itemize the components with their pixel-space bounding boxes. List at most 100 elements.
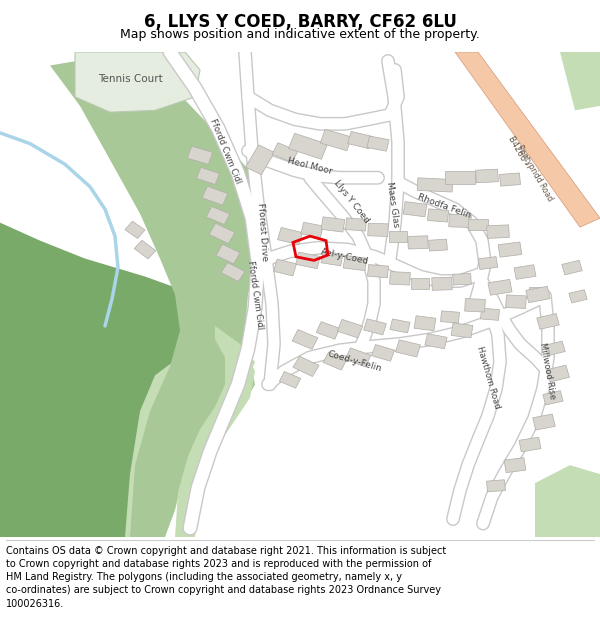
- Bar: [425, 334, 447, 349]
- Bar: [316, 322, 340, 339]
- Bar: [476, 169, 499, 182]
- Bar: [499, 173, 521, 186]
- Bar: [343, 256, 367, 271]
- Bar: [526, 286, 550, 302]
- Bar: [389, 231, 407, 241]
- Bar: [498, 242, 522, 258]
- Polygon shape: [0, 52, 215, 537]
- Text: B4266 -: B4266 -: [506, 134, 530, 168]
- Bar: [202, 186, 228, 205]
- Text: Fforest Drive: Fforest Drive: [256, 202, 269, 261]
- Bar: [371, 344, 395, 361]
- Bar: [506, 295, 526, 308]
- Text: 6, LLYS Y COED, BARRY, CF62 6LU: 6, LLYS Y COED, BARRY, CF62 6LU: [143, 13, 457, 31]
- Bar: [216, 244, 240, 264]
- Bar: [390, 319, 410, 333]
- Bar: [278, 228, 302, 245]
- Bar: [411, 278, 429, 289]
- Polygon shape: [50, 52, 265, 537]
- Bar: [488, 279, 512, 295]
- Text: Rhodfa Felin: Rhodfa Felin: [416, 192, 472, 220]
- Bar: [428, 239, 448, 251]
- Bar: [481, 308, 499, 321]
- Text: Heol Moor: Heol Moor: [287, 156, 334, 176]
- Polygon shape: [0, 52, 255, 537]
- Bar: [468, 219, 488, 230]
- Bar: [301, 222, 323, 238]
- Text: Contains OS data © Crown copyright and database right 2021. This information is : Contains OS data © Crown copyright and d…: [6, 546, 446, 609]
- Bar: [364, 319, 386, 335]
- Bar: [245, 145, 275, 174]
- Bar: [449, 214, 471, 228]
- Bar: [345, 348, 371, 367]
- Bar: [464, 299, 485, 312]
- Bar: [514, 265, 536, 279]
- Bar: [487, 480, 505, 492]
- Bar: [206, 206, 230, 224]
- Text: Maes Glas: Maes Glas: [385, 181, 401, 228]
- Bar: [451, 323, 473, 338]
- Bar: [487, 225, 509, 238]
- Text: Ael-y-Coed: Ael-y-Coed: [320, 248, 370, 266]
- Bar: [280, 371, 301, 388]
- Text: Hawthorn Road: Hawthorn Road: [475, 345, 501, 409]
- Bar: [543, 391, 563, 405]
- Bar: [562, 260, 582, 275]
- Bar: [547, 365, 569, 382]
- Bar: [296, 252, 320, 269]
- Bar: [346, 218, 367, 231]
- Bar: [403, 202, 427, 217]
- Bar: [445, 171, 475, 184]
- Bar: [408, 236, 428, 249]
- Bar: [395, 340, 421, 357]
- Polygon shape: [560, 52, 600, 111]
- Polygon shape: [175, 326, 255, 537]
- Bar: [389, 272, 410, 285]
- Bar: [367, 264, 389, 278]
- Bar: [289, 133, 328, 159]
- Text: Map shows position and indicative extent of the property.: Map shows position and indicative extent…: [120, 28, 480, 41]
- Text: Llys Y Coed: Llys Y Coed: [332, 179, 371, 225]
- Bar: [347, 131, 373, 149]
- Bar: [274, 259, 296, 276]
- Text: Millwood Rise: Millwood Rise: [538, 342, 556, 400]
- Bar: [427, 209, 449, 222]
- Bar: [209, 223, 235, 244]
- Bar: [478, 257, 498, 269]
- Bar: [134, 240, 156, 259]
- Bar: [321, 251, 343, 266]
- Bar: [414, 316, 436, 331]
- Polygon shape: [535, 465, 600, 537]
- Text: Tennis Court: Tennis Court: [98, 74, 163, 84]
- Polygon shape: [75, 52, 200, 112]
- Bar: [432, 277, 452, 291]
- Bar: [323, 352, 347, 370]
- Text: Ffordd Cwm Cidl: Ffordd Cwm Cidl: [208, 117, 242, 184]
- Bar: [320, 129, 352, 151]
- Bar: [417, 178, 453, 192]
- Bar: [545, 341, 565, 356]
- Bar: [125, 221, 145, 239]
- Bar: [272, 142, 298, 162]
- Text: Pontypridd Road: Pontypridd Road: [515, 144, 555, 203]
- Bar: [537, 314, 559, 329]
- Bar: [440, 311, 460, 323]
- Bar: [368, 223, 388, 236]
- Polygon shape: [455, 52, 600, 227]
- Bar: [321, 217, 345, 232]
- Bar: [367, 136, 389, 151]
- Bar: [337, 319, 363, 338]
- Bar: [452, 273, 472, 285]
- Bar: [293, 356, 319, 376]
- Bar: [221, 262, 245, 282]
- Bar: [519, 437, 541, 452]
- Bar: [504, 458, 526, 472]
- Bar: [187, 146, 212, 164]
- Text: Ffordd Cwm Cidl: Ffordd Cwm Cidl: [246, 259, 264, 329]
- Bar: [196, 168, 220, 184]
- Bar: [533, 414, 555, 430]
- Bar: [292, 329, 318, 349]
- Bar: [569, 289, 587, 303]
- Text: Coed-y-Felin: Coed-y-Felin: [327, 350, 383, 374]
- Bar: [529, 288, 547, 298]
